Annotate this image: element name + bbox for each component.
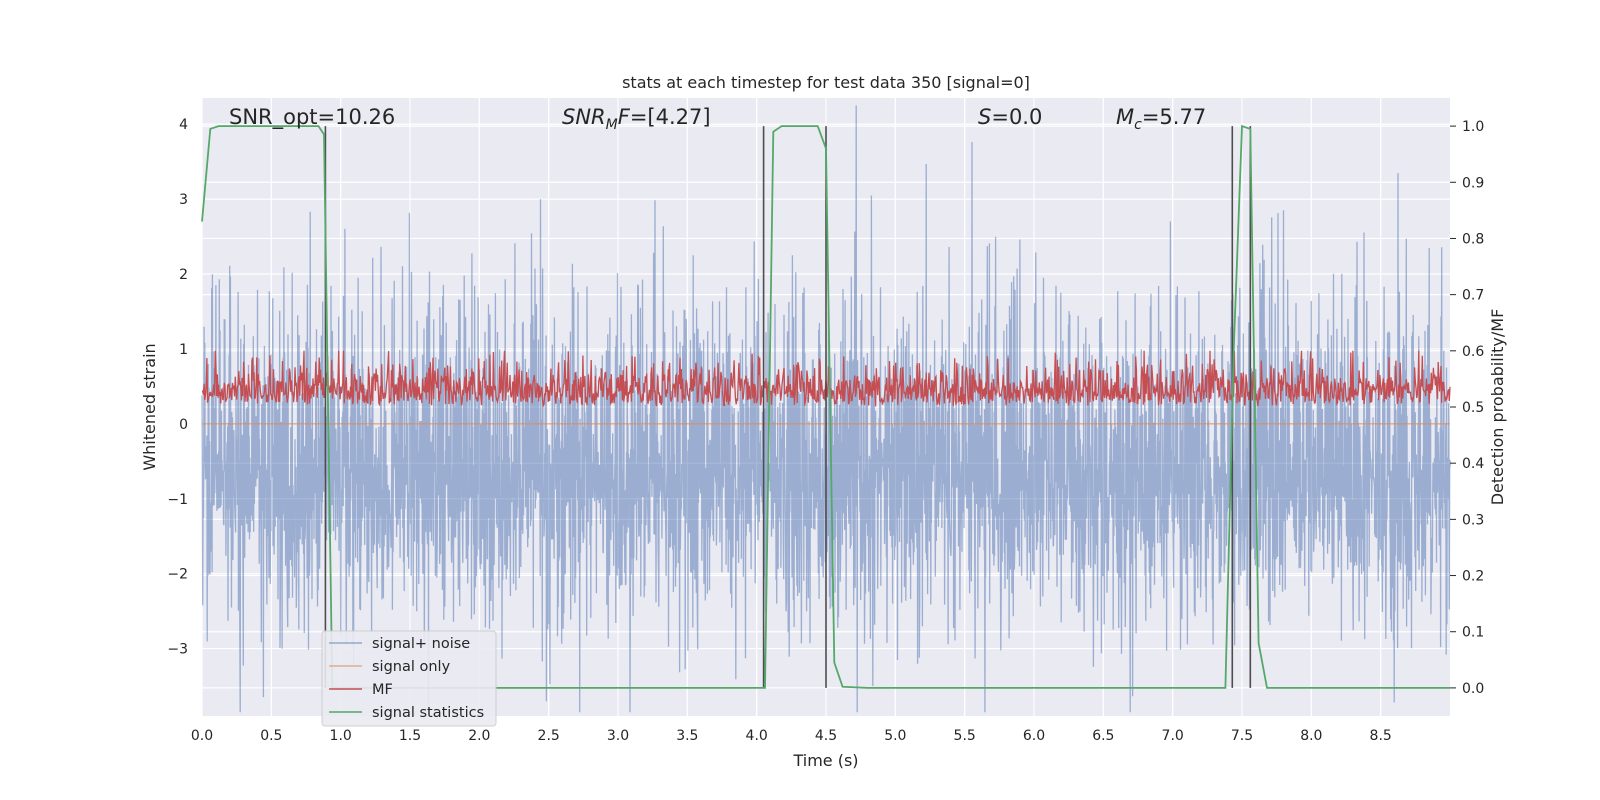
x-tick-label: 2.0 (468, 728, 490, 744)
x-tick-label: 5.5 (954, 728, 976, 744)
y-tick-label: 2 (179, 267, 188, 283)
y-right-tick-label: 0.4 (1462, 456, 1484, 472)
x-tick-label: 3.5 (676, 728, 698, 744)
y-right-tick-label: 0.3 (1462, 512, 1484, 528)
y-right-tick-label: 0.6 (1462, 344, 1484, 360)
annotations: SNR_opt=10.26 SNRMF=[4.27] S=0.0 Mc=5.77 (229, 105, 1206, 133)
x-tick-labels: 0.0 0.5 1.0 1.5 2.0 2.5 3.0 3.5 4.0 4.5 5.0 5.5 6.0 6… (191, 728, 1392, 744)
y-tick-label: 0 (179, 417, 188, 433)
y-right-tick-label: 0.0 (1462, 681, 1484, 697)
y-axis-label: Whitened strain (140, 343, 159, 470)
x-tick-label: 8.0 (1300, 728, 1322, 744)
annotation-s: S=0.0 (978, 105, 1042, 129)
y-right-tick-label: 0.7 (1462, 288, 1484, 304)
x-tick-label: 4.0 (746, 728, 768, 744)
legend: signal+ noise signal only MF signal stat… (321, 630, 497, 727)
x-tick-label: 6.0 (1023, 728, 1045, 744)
legend-label-signal-noise: signal+ noise (372, 636, 470, 652)
x-tick-label: 0.0 (191, 728, 213, 744)
y-right-tick-label: 0.1 (1462, 625, 1484, 641)
legend-label-signal-statistics: signal statistics (372, 705, 484, 721)
y-right-tick-label: 0.9 (1462, 175, 1484, 191)
y-tick-label: 1 (179, 342, 188, 358)
series-signal-statistics (201, 124, 1450, 689)
y-right-tick-label: 1.0 (1462, 119, 1484, 135)
y-right-tick-label: 0.5 (1462, 400, 1484, 416)
x-tick-label: 7.0 (1162, 728, 1184, 744)
x-tick-label: 1.5 (399, 728, 421, 744)
legend-label-mf: MF (372, 682, 393, 698)
x-tick-label: 8.5 (1370, 728, 1392, 744)
y-tick-label: 4 (179, 117, 188, 133)
legend-label-signal-only: signal only (372, 659, 451, 675)
x-tick-label: 4.5 (815, 728, 837, 744)
y-right-tick-label: 0.2 (1462, 569, 1484, 585)
x-tick-label: 6.5 (1092, 728, 1114, 744)
y-right-tick-label: 0.8 (1462, 231, 1484, 247)
annotation-snr-opt: SNR_opt=10.26 (229, 105, 395, 130)
annotation-mc: Mc=5.77 (1116, 105, 1206, 133)
y-tick-label: 3 (179, 192, 188, 208)
y-tick-label: −2 (167, 567, 188, 583)
y-right-axis-label: Detection probability/MF (1488, 309, 1507, 506)
x-tick-label: 7.5 (1231, 728, 1253, 744)
y-right-tick-labels: 1.0 0.9 0.8 0.7 0.6 0.5 0.4 0.3 0.2 0.1 0.0 (1450, 119, 1484, 697)
annotation-snr-mf: SNRMF=[4.27] (562, 105, 711, 133)
x-tick-label: 3.0 (607, 728, 629, 744)
y-tick-label: −3 (167, 642, 188, 658)
chart-title: stats at each timestep for test data 350… (622, 73, 1030, 92)
x-tick-label: 2.5 (538, 728, 560, 744)
y-tick-labels: 4 3 2 1 0 −1 −2 −3 (167, 117, 188, 657)
legend-box (321, 630, 497, 727)
x-tick-label: 0.5 (260, 728, 282, 744)
x-axis-label: Time (s) (792, 751, 858, 770)
signal-statistics-line (201, 124, 1450, 689)
y-tick-label: −1 (167, 492, 188, 508)
x-tick-label: 5.0 (884, 728, 906, 744)
x-tick-label: 1.0 (330, 728, 352, 744)
